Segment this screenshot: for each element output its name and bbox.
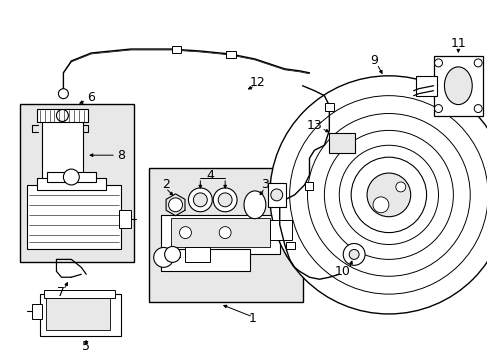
- Text: 10: 10: [334, 265, 349, 278]
- Bar: [170, 218, 269, 247]
- Bar: [161, 249, 249, 271]
- Circle shape: [219, 227, 231, 239]
- Bar: [27, 185, 121, 249]
- Bar: [285, 242, 294, 249]
- Circle shape: [56, 109, 68, 121]
- Bar: [269, 220, 291, 239]
- Circle shape: [269, 76, 488, 314]
- Bar: [415, 76, 437, 96]
- Ellipse shape: [444, 67, 471, 105]
- Bar: [43, 290, 115, 298]
- Bar: [433, 56, 482, 116]
- Circle shape: [343, 243, 365, 265]
- Bar: [185, 247, 210, 262]
- Circle shape: [473, 59, 481, 67]
- Bar: [161, 215, 279, 255]
- Bar: [171, 46, 181, 53]
- Circle shape: [434, 105, 442, 113]
- Bar: [267, 183, 285, 207]
- Text: 4: 4: [206, 168, 214, 181]
- Circle shape: [350, 157, 426, 233]
- Bar: [325, 103, 334, 111]
- Text: 11: 11: [449, 37, 465, 50]
- Circle shape: [270, 189, 282, 201]
- Circle shape: [59, 89, 68, 99]
- Bar: [328, 133, 354, 153]
- Bar: [32, 304, 41, 319]
- Circle shape: [473, 105, 481, 113]
- Bar: [40, 294, 121, 336]
- Bar: [37, 178, 106, 190]
- Circle shape: [213, 188, 237, 212]
- Bar: [45, 298, 110, 330]
- Circle shape: [153, 247, 173, 267]
- Text: 12: 12: [249, 76, 265, 89]
- Text: 1: 1: [248, 312, 256, 325]
- Circle shape: [218, 193, 232, 207]
- Bar: [225, 51, 236, 58]
- Text: 6: 6: [87, 91, 95, 104]
- Circle shape: [366, 173, 410, 217]
- Circle shape: [179, 227, 191, 239]
- Text: 9: 9: [369, 54, 377, 67]
- Text: 7: 7: [57, 285, 65, 299]
- Bar: [37, 109, 88, 122]
- Text: 3: 3: [261, 179, 268, 192]
- Bar: [119, 210, 131, 228]
- Ellipse shape: [244, 191, 265, 219]
- Text: 5: 5: [82, 340, 90, 353]
- Circle shape: [168, 198, 182, 212]
- Circle shape: [193, 193, 207, 207]
- Bar: [304, 182, 313, 190]
- Bar: [20, 104, 134, 262]
- Text: 2: 2: [162, 179, 169, 192]
- Text: 13: 13: [306, 119, 322, 132]
- Circle shape: [188, 188, 212, 212]
- Circle shape: [372, 197, 388, 213]
- Circle shape: [63, 169, 79, 185]
- Bar: [46, 172, 96, 182]
- Circle shape: [434, 59, 442, 67]
- Bar: [41, 116, 83, 185]
- Text: 8: 8: [117, 149, 125, 162]
- Circle shape: [164, 247, 180, 262]
- Circle shape: [395, 182, 405, 192]
- Circle shape: [348, 249, 358, 260]
- Bar: [148, 168, 302, 302]
